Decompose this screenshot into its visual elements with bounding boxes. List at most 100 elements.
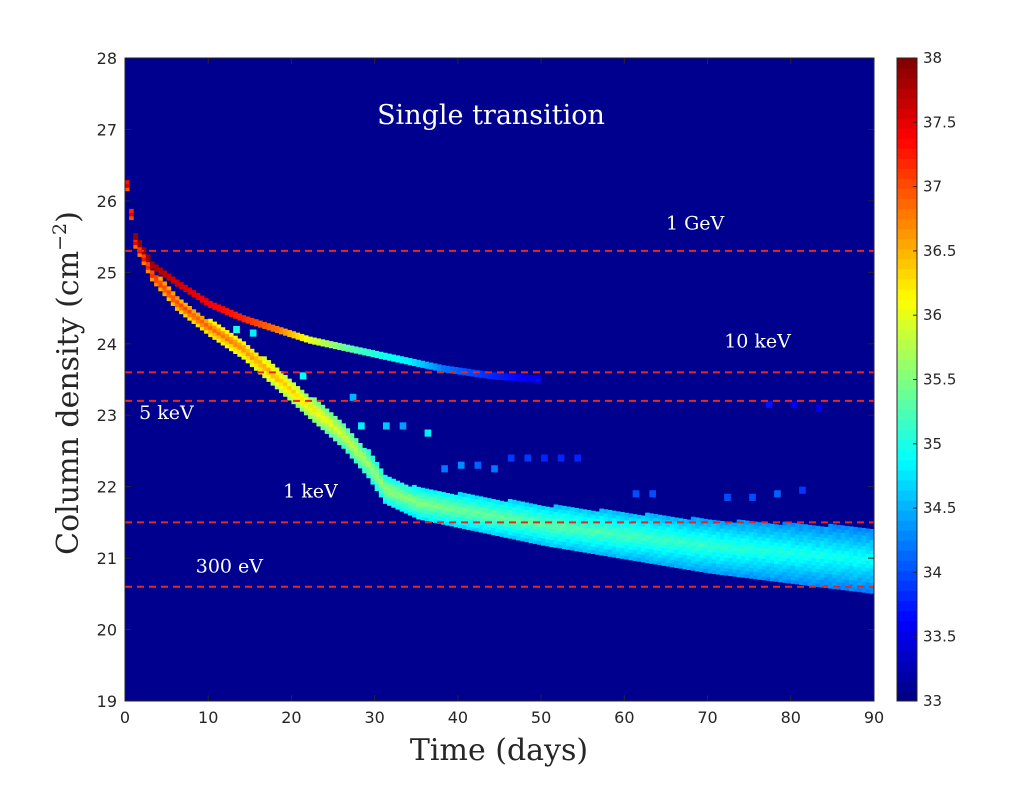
heatmap-cell <box>715 531 721 536</box>
heatmap-cell <box>857 573 862 578</box>
heatmap-cell <box>345 442 351 447</box>
heatmap-cell <box>753 553 758 558</box>
heatmap-cell <box>790 554 796 559</box>
heatmap-cell <box>432 497 438 502</box>
heatmap-cell <box>499 515 505 520</box>
heatmap-cell <box>720 542 725 547</box>
heatmap-cell <box>507 506 513 511</box>
heatmap-cell <box>591 528 596 533</box>
heatmap-cell <box>765 562 771 567</box>
heatmap-cell <box>665 523 671 528</box>
heatmap-cell <box>769 548 775 553</box>
heatmap-cell <box>699 553 704 558</box>
heatmap-cell <box>520 523 525 527</box>
heatmap-cell <box>857 556 862 561</box>
heatmap-cell <box>291 393 296 398</box>
heatmap-cell <box>857 563 862 568</box>
heatmap-cell <box>740 537 746 542</box>
heatmap-cell <box>603 509 609 514</box>
heatmap-cell <box>445 496 450 501</box>
heatmap-cell <box>853 580 858 585</box>
heatmap-cell <box>836 560 842 565</box>
heatmap-cell <box>670 516 675 521</box>
heatmap-cell <box>353 459 359 464</box>
heatmap-cell <box>828 584 833 589</box>
heatmap-cell <box>449 518 455 523</box>
heatmap-cell <box>353 445 359 450</box>
heatmap-cell <box>853 576 858 581</box>
heatmap-cell <box>607 534 613 539</box>
heatmap-cell <box>482 515 488 520</box>
heatmap-cell <box>774 549 779 554</box>
heatmap-cell <box>749 542 754 547</box>
heatmap-cell <box>674 549 679 554</box>
heatmap-cell <box>782 557 788 562</box>
heatmap-cell <box>824 576 829 581</box>
heatmap-cell <box>724 528 729 533</box>
heatmap-cell <box>707 519 713 524</box>
heatmap-cell <box>736 548 742 553</box>
heatmap-cell <box>570 521 575 526</box>
colorbar-step <box>897 268 917 280</box>
colorbar-step <box>897 78 917 89</box>
heatmap-cell <box>495 510 500 515</box>
heatmap-cell <box>836 546 842 551</box>
heatmap-cell <box>678 528 683 533</box>
heatmap-cell <box>832 560 837 565</box>
heatmap-cell <box>720 535 725 540</box>
heatmap-cell <box>616 525 621 530</box>
heatmap-cell <box>720 538 725 543</box>
heatmap-cell <box>782 571 788 576</box>
heatmap-cell <box>453 512 459 517</box>
heatmap-cell <box>545 510 550 515</box>
heatmap-cell <box>266 363 272 368</box>
heatmap-cell <box>657 561 663 566</box>
heatmap-cell <box>628 517 634 521</box>
heatmap-cell <box>861 535 867 540</box>
heatmap-cell <box>462 496 467 501</box>
heatmap-cell <box>328 426 334 431</box>
heatmap-cell <box>720 560 725 565</box>
heatmap-cell <box>732 533 738 538</box>
heatmap-cell <box>395 480 401 485</box>
colorbar-step <box>897 510 917 521</box>
heatmap-cell <box>757 550 763 555</box>
heatmap-cell <box>620 547 625 552</box>
heatmap-cell <box>574 454 582 462</box>
heatmap-cell <box>595 525 600 530</box>
heatmap-cell <box>395 494 401 499</box>
heatmap-cell <box>395 502 401 507</box>
heatmap-cell <box>724 553 729 558</box>
heatmap-cell <box>857 541 862 546</box>
heatmap-cell <box>262 374 267 379</box>
heatmap-cell <box>474 524 480 529</box>
heatmap-cell <box>253 366 259 371</box>
heatmap-cell <box>470 505 475 510</box>
heatmap-cell <box>836 557 842 561</box>
heatmap-cell <box>349 454 355 459</box>
heatmap-cell <box>487 516 492 520</box>
heatmap-cell <box>466 522 471 527</box>
heatmap-cell <box>728 554 733 559</box>
heatmap-cell <box>740 552 746 557</box>
x-axis-ticks: 0 10 20 30 40 50 60 70 80 90 <box>120 58 884 727</box>
heatmap-cell <box>387 501 392 506</box>
heatmap-cell <box>699 521 704 526</box>
heatmap-cell <box>432 493 438 498</box>
heatmap-cell <box>487 526 492 531</box>
heatmap-cell <box>653 528 659 533</box>
heatmap-cell <box>424 517 430 522</box>
heatmap-cell <box>815 540 821 545</box>
heatmap-cell <box>865 571 871 576</box>
heatmap-cell <box>595 550 600 555</box>
heatmap-cell <box>799 541 804 546</box>
heatmap-cell <box>670 520 675 525</box>
heatmap-cell <box>732 558 738 563</box>
heatmap-cell <box>603 544 609 549</box>
heatmap-cell <box>761 540 767 545</box>
heatmap-cell <box>511 524 517 529</box>
colorbar-step <box>897 620 917 632</box>
heatmap-cell <box>715 542 721 546</box>
heatmap-cell <box>258 366 263 371</box>
heatmap-cell <box>865 564 871 569</box>
